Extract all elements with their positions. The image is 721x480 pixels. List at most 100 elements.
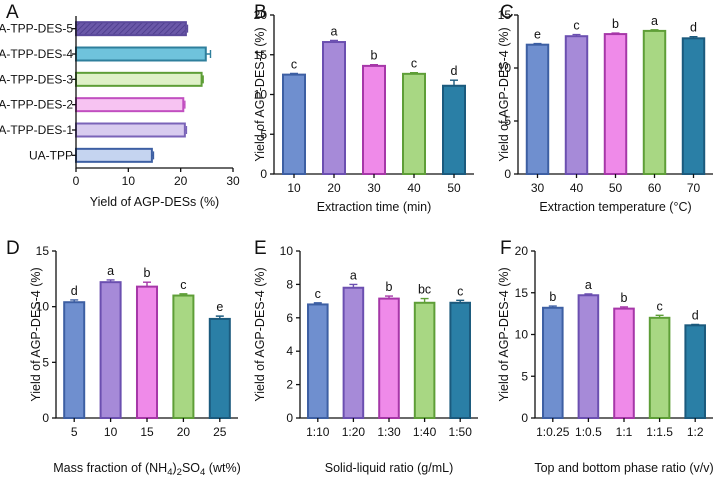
y-axis-title-f: Yield of AGP-DES-4 (%) — [497, 267, 511, 401]
error-bar-c-4 — [689, 36, 698, 39]
sig-label-e-0: c — [315, 287, 321, 301]
error-bar-f-1 — [584, 293, 593, 296]
ytick-label-e-1: 2 — [286, 378, 293, 392]
x-axis-title-c: Extraction temperature (°C) — [539, 200, 691, 214]
bar-c-3 — [642, 29, 667, 176]
x-axis-title-f: Top and bottom phase ratio (v/v) — [534, 461, 713, 475]
error-bar-a-3 — [183, 100, 186, 109]
category-label-a-3: UA-TPP-DES-2 — [0, 98, 73, 112]
bar-d-2 — [135, 285, 159, 420]
xtick-label-a-2: 20 — [174, 174, 188, 188]
ytick-label-f-2: 10 — [515, 328, 529, 342]
xtick-label-b-1: 20 — [327, 181, 341, 195]
sig-label-d-2: b — [144, 266, 151, 280]
error-bar-e-2 — [385, 295, 393, 299]
bar-b-3 — [402, 72, 426, 175]
xtick-label-e-4: 1:50 — [449, 425, 473, 439]
xtick-label-a-1: 10 — [122, 174, 136, 188]
error-bar-b-1 — [330, 39, 338, 43]
error-bar-e-3 — [420, 297, 429, 303]
category-label-a-0: UA-TPP-DES-5 — [0, 22, 73, 36]
ytick-label-b-3: 15 — [254, 48, 268, 62]
sig-label-f-0: b — [549, 290, 556, 304]
error-bar-d-3 — [179, 293, 188, 296]
bar-f-3 — [648, 316, 671, 419]
xtick-label-b-0: 10 — [287, 181, 301, 195]
xtick-label-d-2: 15 — [140, 425, 154, 439]
error-bar-f-3 — [655, 314, 664, 318]
xtick-label-b-4: 50 — [447, 181, 461, 195]
error-bar-b-0 — [290, 72, 298, 75]
xtick-label-b-3: 40 — [407, 181, 421, 195]
panel-e: E 0 2 4 6 8 10 c 1:10 a 1:20 b 1:30 bc 1:40 c 1:50 Yield … — [253, 238, 478, 475]
ytick-label-d-2: 10 — [36, 300, 50, 314]
sig-label-c-4: d — [690, 21, 697, 35]
axes-a — [75, 16, 233, 169]
panel-letter-e: E — [254, 238, 267, 259]
error-bar-a-0 — [185, 24, 189, 33]
xtick-label-c-4: 70 — [687, 181, 701, 195]
xtick-label-c-3: 60 — [648, 181, 662, 195]
xtick-label-d-0: 5 — [71, 425, 78, 439]
error-bar-d-1 — [106, 279, 115, 283]
error-bar-e-4 — [456, 299, 465, 303]
sig-label-c-0: e — [534, 28, 541, 42]
panel-f: F 0 5 10 15 20 b 1:0.25 a 1:0.5 b 1:1 c 1:1.5 d 1:2 Yiel… — [497, 238, 714, 475]
bar-c-2 — [603, 33, 628, 175]
category-label-a-5: UA-TPP — [29, 148, 73, 162]
xtick-label-e-1: 1:20 — [342, 425, 366, 439]
xtick-label-b-2: 30 — [367, 181, 381, 195]
sig-label-d-4: e — [216, 300, 223, 314]
sig-label-d-0: d — [71, 284, 78, 298]
sig-label-d-3: c — [180, 278, 186, 292]
category-label-a-2: UA-TPP-DES-3 — [0, 72, 73, 86]
y-axis-title-d: Yield of AGP-DES-4 (%) — [29, 267, 43, 401]
error-bar-b-2 — [370, 63, 378, 66]
ytick-label-d-0: 0 — [42, 411, 49, 425]
ytick-label-b-4: 20 — [254, 8, 268, 22]
ytick-label-f-1: 5 — [521, 369, 528, 383]
error-bar-c-1 — [572, 33, 581, 37]
bar-a-2 — [75, 71, 203, 87]
bar-e-3 — [413, 301, 436, 419]
xtick-label-d-3: 20 — [177, 425, 191, 439]
xtick-label-f-3: 1:1.5 — [646, 425, 673, 439]
panel-c: C 0 5 10 15 e 30 c 40 b 50 a 60 d 70 Yield of AGP-DES-4… — [497, 2, 713, 214]
ytick-label-e-0: 0 — [286, 411, 293, 425]
ytick-label-e-5: 10 — [280, 244, 294, 258]
category-label-a-4: UA-TPP-DES-1 — [0, 123, 73, 137]
sig-label-f-2: b — [621, 291, 628, 305]
ytick-label-c-3: 15 — [498, 8, 512, 22]
xtick-label-e-3: 1:40 — [413, 425, 437, 439]
ytick-label-d-3: 15 — [36, 244, 50, 258]
y-axis-title-c: Yield of AGP-DES-4 (%) — [497, 27, 511, 161]
bar-a-5 — [75, 147, 153, 163]
panel-a: AUA-TPP-DES-5 UA-TPP-DES-4 UA-TPP-DES-3 UA-… — [0, 2, 240, 209]
ytick-label-f-4: 20 — [515, 244, 529, 258]
bar-e-1 — [342, 286, 365, 419]
xtick-label-d-4: 25 — [213, 425, 227, 439]
sig-label-f-4: d — [692, 308, 699, 322]
x-axis-title-b: Extraction time (min) — [317, 200, 432, 214]
bar-f-0 — [542, 306, 564, 419]
bar-d-3 — [172, 294, 195, 419]
error-bar-e-0 — [313, 302, 322, 305]
sig-label-c-2: b — [612, 17, 619, 31]
xtick-label-f-1: 1:0.5 — [575, 425, 602, 439]
bar-a-0 — [75, 21, 187, 37]
error-bar-b-3 — [410, 71, 418, 74]
ytick-label-b-2: 10 — [254, 88, 268, 102]
ytick-label-c-0: 0 — [504, 167, 511, 181]
panel-d: D 0 5 10 15 d 5 a 10 b 15 c 20 e 25 Yield of AGP-DES-4 … — [6, 238, 241, 478]
y-axis-title-b: Yield of AGP-DES-4 (%) — [253, 27, 267, 161]
bar-b-0 — [282, 73, 306, 175]
xtick-label-f-2: 1:1 — [616, 425, 633, 439]
xtick-label-f-0: 1:0.25 — [536, 425, 570, 439]
xtick-label-c-1: 40 — [570, 181, 584, 195]
y-axis-title-e: Yield of AGP-DES-4 (%) — [253, 267, 267, 401]
ytick-label-b-0: 0 — [260, 167, 267, 181]
sig-label-b-3: c — [411, 57, 417, 71]
bar-d-4 — [208, 317, 231, 419]
bar-f-1 — [577, 294, 600, 420]
error-bar-c-3 — [650, 29, 659, 31]
